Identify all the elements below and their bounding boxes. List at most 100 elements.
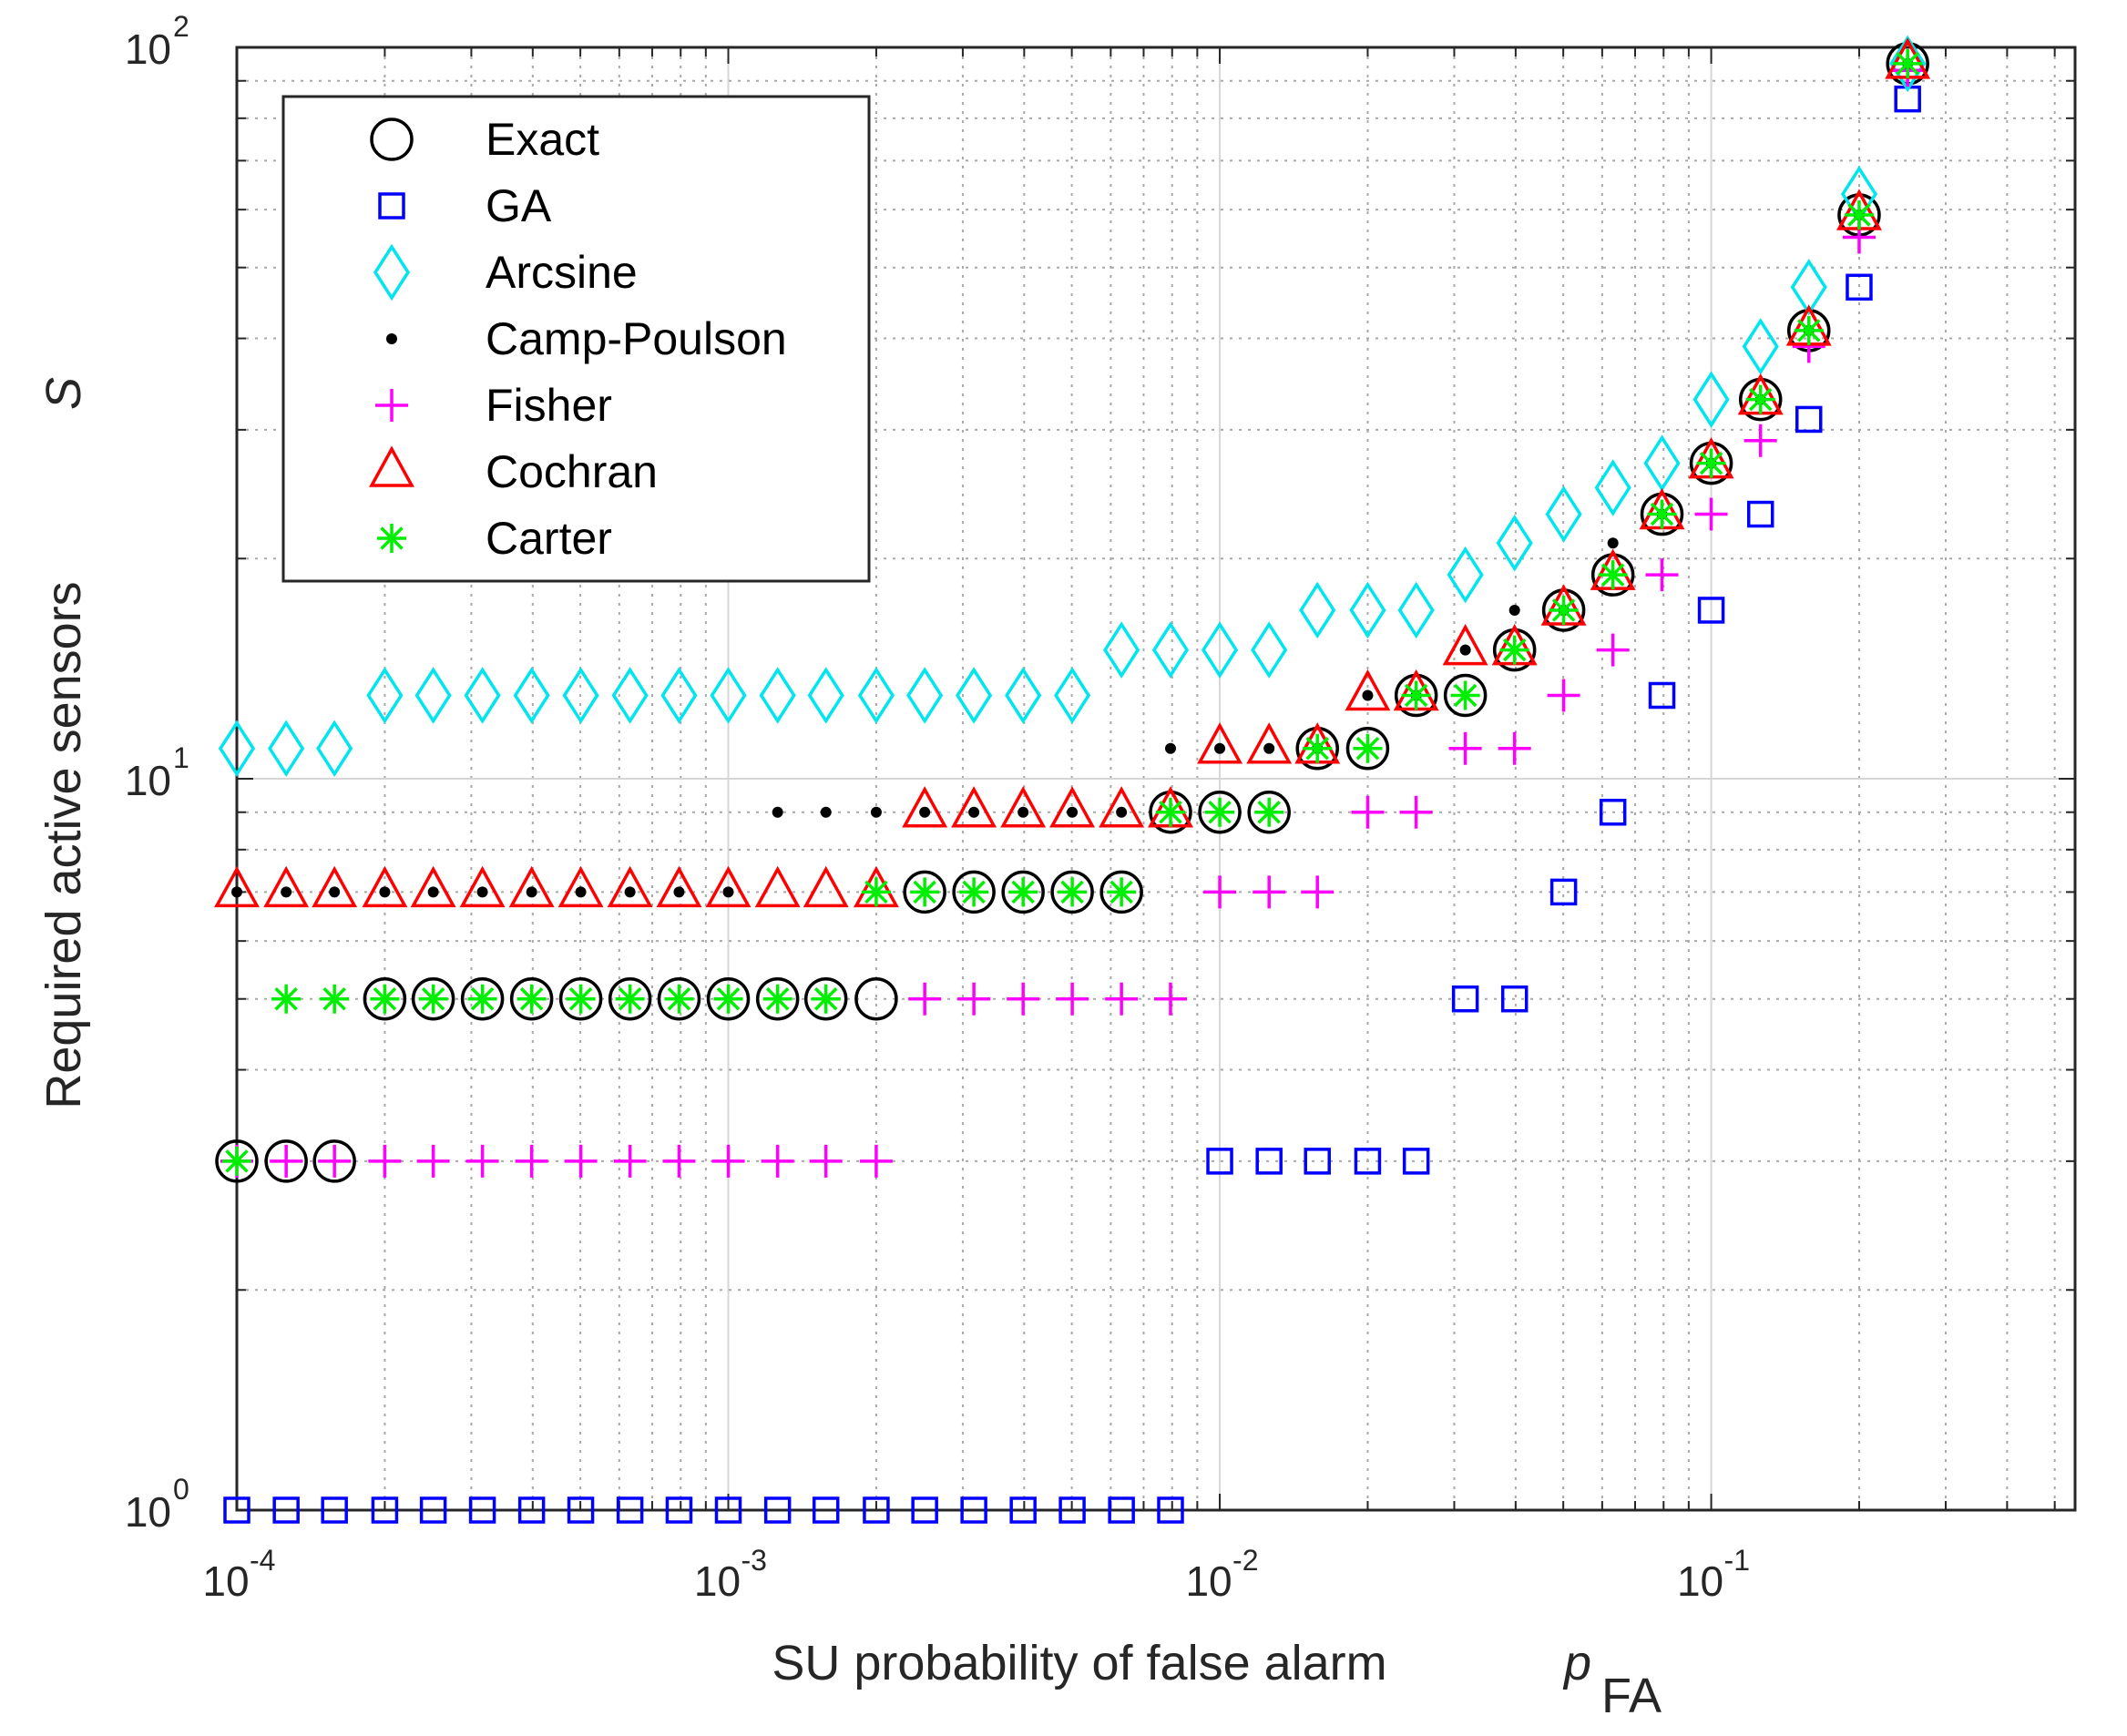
data-point [464, 667, 501, 724]
data-point [1103, 621, 1140, 679]
data-point [624, 886, 636, 898]
legend-label: Cochran [486, 446, 658, 497]
data-point [1448, 731, 1482, 765]
data-point [416, 1144, 450, 1178]
data-point [1596, 633, 1630, 667]
data-point [468, 1496, 496, 1524]
legend: Exact GA Arcsine Camp-Poulson Fisher Cochran C… [281, 95, 871, 583]
data-point [1889, 35, 1927, 93]
data-point [957, 982, 991, 1016]
data-point [1742, 318, 1779, 375]
x-tick-label: 10 [202, 1557, 249, 1605]
data-point [566, 984, 596, 1014]
data-point [1247, 790, 1291, 834]
data-point [959, 877, 989, 907]
data-point [509, 976, 554, 1021]
data-point [664, 984, 694, 1014]
data-point [1050, 870, 1094, 914]
data-point [312, 1139, 356, 1183]
data-point [952, 870, 996, 914]
data-point [1349, 581, 1386, 639]
data-point [1151, 621, 1190, 679]
series-fisher [220, 54, 1925, 1178]
data-point [1402, 1148, 1430, 1175]
data-point [1696, 448, 1726, 478]
data-point [218, 720, 256, 777]
data-point [1648, 681, 1676, 710]
data-point [264, 1139, 308, 1183]
data-point [906, 667, 944, 724]
data-point [803, 865, 849, 908]
y-tick-label-exponent: 0 [173, 1473, 189, 1506]
data-point [1795, 405, 1823, 434]
legend-marker [377, 524, 406, 553]
data-point [660, 667, 698, 724]
data-point [1496, 515, 1533, 572]
data-point [564, 1144, 598, 1178]
data-point [329, 886, 341, 898]
data-point [665, 1496, 693, 1524]
data-point [1201, 621, 1239, 679]
data-point [759, 667, 796, 724]
data-point [1694, 497, 1728, 531]
data-point [263, 865, 310, 908]
data-point [1549, 878, 1578, 906]
grid [236, 47, 2075, 1510]
data-point [223, 1496, 251, 1524]
data-point [371, 1496, 399, 1524]
data-point [1205, 797, 1235, 827]
data-point [1017, 806, 1029, 818]
y-tick-label: 10 [125, 26, 171, 73]
x-tick-label-exponent: -2 [1232, 1544, 1258, 1577]
data-point [870, 806, 882, 818]
data-point [1054, 667, 1091, 724]
data-point [526, 886, 537, 898]
data-point [1251, 621, 1288, 679]
data-point [1508, 604, 1520, 616]
data-point [1351, 795, 1385, 829]
data-point [1105, 982, 1139, 1016]
data-point [366, 667, 404, 724]
data-point [1049, 786, 1096, 828]
legend-marker [370, 117, 414, 161]
data-point [854, 976, 898, 1021]
data-point [705, 865, 752, 908]
data-point [1746, 500, 1774, 528]
data-point [1545, 485, 1582, 543]
data-point [1459, 644, 1471, 656]
series-arcsine [218, 35, 1927, 777]
legend-label: Camp-Poulson [486, 313, 787, 364]
data-point [418, 984, 448, 1014]
data-point [1254, 797, 1284, 827]
data-point [414, 667, 452, 724]
data-point [508, 865, 555, 908]
data-point [411, 976, 455, 1021]
data-point [1599, 798, 1627, 826]
data-point [1000, 786, 1047, 828]
data-point [710, 667, 747, 724]
data-point [1345, 727, 1390, 771]
data-point [903, 870, 946, 914]
data-point [320, 984, 350, 1014]
series-carter [222, 48, 1923, 1176]
data-point [517, 1496, 546, 1524]
data-point [271, 984, 302, 1014]
data-point [607, 865, 653, 908]
data-point [1442, 623, 1488, 666]
y-tick-label-exponent: 1 [173, 741, 189, 774]
data-point [803, 976, 848, 1021]
data-point [281, 886, 292, 898]
data-point [1108, 1496, 1135, 1524]
x-axis-symbol: p [1562, 1636, 1591, 1690]
data-point [820, 806, 832, 818]
data-point [1007, 982, 1040, 1016]
data-point [459, 865, 506, 908]
data-point [516, 984, 547, 1014]
data-point [1099, 786, 1145, 828]
data-point [1099, 870, 1143, 914]
data-point [1790, 259, 1827, 316]
data-point [1206, 1148, 1233, 1175]
data-point [427, 886, 439, 898]
data-point [908, 982, 942, 1016]
